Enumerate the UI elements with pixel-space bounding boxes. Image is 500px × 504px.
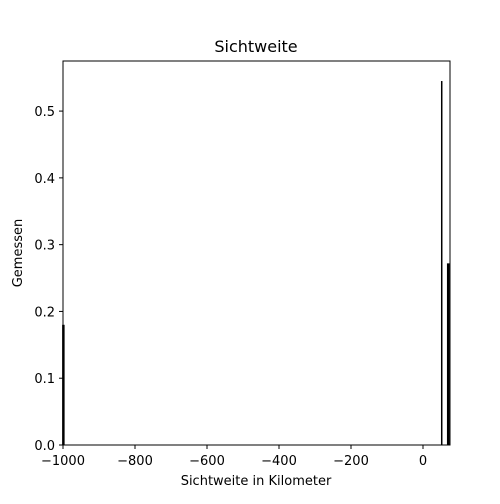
y-tick-label: 0.0	[34, 439, 55, 454]
y-tick-label: 0.5	[34, 105, 55, 120]
x-tick-label: 0	[419, 454, 427, 469]
x-tick-label: −200	[333, 454, 369, 469]
x-axis-label: Sichtweite in Kilometer	[181, 474, 332, 489]
x-tick-label: −400	[261, 454, 297, 469]
x-tick-label: −1000	[41, 454, 85, 469]
x-tick-label: −800	[117, 454, 153, 469]
y-tick-label: 0.3	[34, 239, 55, 254]
plot-area-frame	[62, 60, 451, 446]
y-tick-label: 0.1	[34, 372, 55, 387]
y-tick-label: 0.4	[34, 172, 55, 187]
histogram-bar	[446, 263, 450, 445]
y-axis-label: Gemessen	[11, 219, 26, 288]
x-tick-label: −600	[189, 454, 225, 469]
y-tick-label: 0.2	[34, 305, 55, 320]
histogram-bar	[440, 81, 443, 445]
axis-ticks: −1000 −800 −600 −400 −200 0 0.0 0.1 0.2 0.3 0.4 0.5	[34, 105, 427, 469]
chart-title: Sichtweite	[214, 37, 297, 56]
